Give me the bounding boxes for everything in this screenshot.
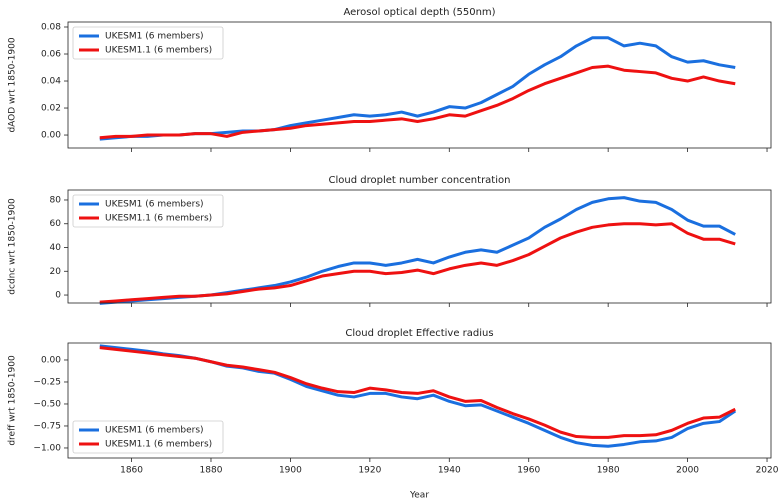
legend-label: UKESM1 (6 members) [105, 200, 204, 210]
series-line [99, 222, 736, 304]
series-line [99, 64, 736, 140]
y-tick-label: 0 [55, 291, 61, 301]
y-tick-label: 0.02 [41, 104, 61, 114]
x-tick-label: 1920 [358, 466, 381, 476]
x-tick-label: 1980 [597, 466, 620, 476]
y-axis-label: dAOD wrt 1850-1900 [8, 37, 18, 132]
y-tick-label: 0.06 [41, 50, 61, 60]
subplot: Aerosol optical depth (550nm) dAOD wrt 18… [8, 7, 772, 152]
legend-box [72, 194, 224, 228]
y-tick-label: 0.04 [41, 77, 61, 87]
y-axis-label: dreff wrt 1850-1900 [8, 355, 18, 446]
x-tick-label: 1940 [438, 466, 461, 476]
subplot-title: Cloud droplet number concentration [329, 175, 511, 186]
legend-box [72, 26, 224, 60]
y-tick-label: 0.00 [41, 355, 61, 365]
y-tick-label: −0.25 [33, 377, 61, 387]
y-tick-label: −0.50 [33, 399, 61, 409]
y-axis-label: dcdnc wrt 1850-1900 [8, 198, 18, 295]
x-tick-label: 1960 [517, 466, 540, 476]
x-tick-label: 1900 [279, 466, 302, 476]
legend: UKESM1 (6 members) UKESM1.1 (6 members) [72, 194, 224, 228]
y-tick-label: −0.75 [33, 421, 61, 431]
legend-box [72, 420, 224, 454]
y-tick-label: −1.00 [33, 443, 61, 453]
legend: UKESM1 (6 members) UKESM1.1 (6 members) [72, 420, 224, 454]
axes-frame [67, 21, 772, 149]
y-tick-label: 40 [50, 243, 62, 253]
series-line [99, 346, 736, 439]
x-tick-label: 1860 [120, 466, 143, 476]
x-axis-label: Year [409, 491, 429, 501]
x-tick-label: 2000 [676, 466, 699, 476]
y-tick-label: 0.00 [41, 131, 61, 141]
legend-label: UKESM1.1 (6 members) [105, 440, 212, 450]
x-tick-label: 2020 [756, 466, 779, 476]
y-tick-label: 60 [50, 219, 62, 229]
subplot-title: Aerosol optical depth (550nm) [343, 7, 495, 18]
y-tick-label: 80 [50, 195, 62, 205]
legend: UKESM1 (6 members) UKESM1.1 (6 members) [72, 26, 224, 60]
legend-label: UKESM1.1 (6 members) [105, 214, 212, 224]
subplot: Cloud droplet number concentration dcdnc … [8, 175, 772, 307]
legend-label: UKESM1.1 (6 members) [105, 46, 212, 56]
subplot: Cloud droplet Effective radius dreff wrt … [8, 328, 779, 501]
subplot-title: Cloud droplet Effective radius [345, 328, 493, 339]
axes-frame [67, 189, 772, 304]
axes-frame [67, 342, 772, 459]
legend-label: UKESM1 (6 members) [105, 426, 204, 436]
y-tick-label: 0.08 [41, 22, 61, 32]
x-tick-label: 1880 [200, 466, 223, 476]
legend-label: UKESM1 (6 members) [105, 32, 204, 42]
y-tick-label: 20 [50, 267, 62, 277]
